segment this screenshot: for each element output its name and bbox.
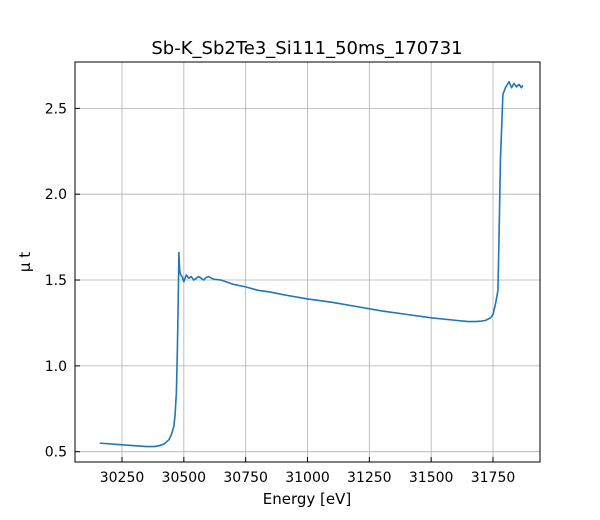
x-tick-label: 31750 <box>471 470 516 486</box>
y-tick-label: 0.5 <box>45 445 67 461</box>
x-axis-label: Energy [eV] <box>263 490 351 508</box>
y-tick-label: 1.5 <box>45 273 67 289</box>
x-tick-label: 30500 <box>162 470 207 486</box>
y-axis-label: μ t <box>16 252 34 272</box>
plot-area <box>99 80 524 448</box>
x-tick-label: 30250 <box>100 470 145 486</box>
x-tick-label: 31250 <box>347 470 392 486</box>
grid <box>75 62 540 462</box>
series-line <box>99 80 524 448</box>
y-tick-label: 1.0 <box>45 359 67 375</box>
chart-title: Sb-K_Sb2Te3_Si111_50ms_170731 <box>151 38 462 59</box>
y-tick-label: 2.5 <box>45 101 67 117</box>
x-tick-label: 31500 <box>409 470 454 486</box>
axis-ticks: 30250 30500 30750 31000 31250 31500 31750 0.5 1.… <box>45 101 516 486</box>
x-tick-label: 30750 <box>223 470 268 486</box>
y-tick-label: 2.0 <box>45 187 67 203</box>
x-tick-label: 31000 <box>285 470 330 486</box>
